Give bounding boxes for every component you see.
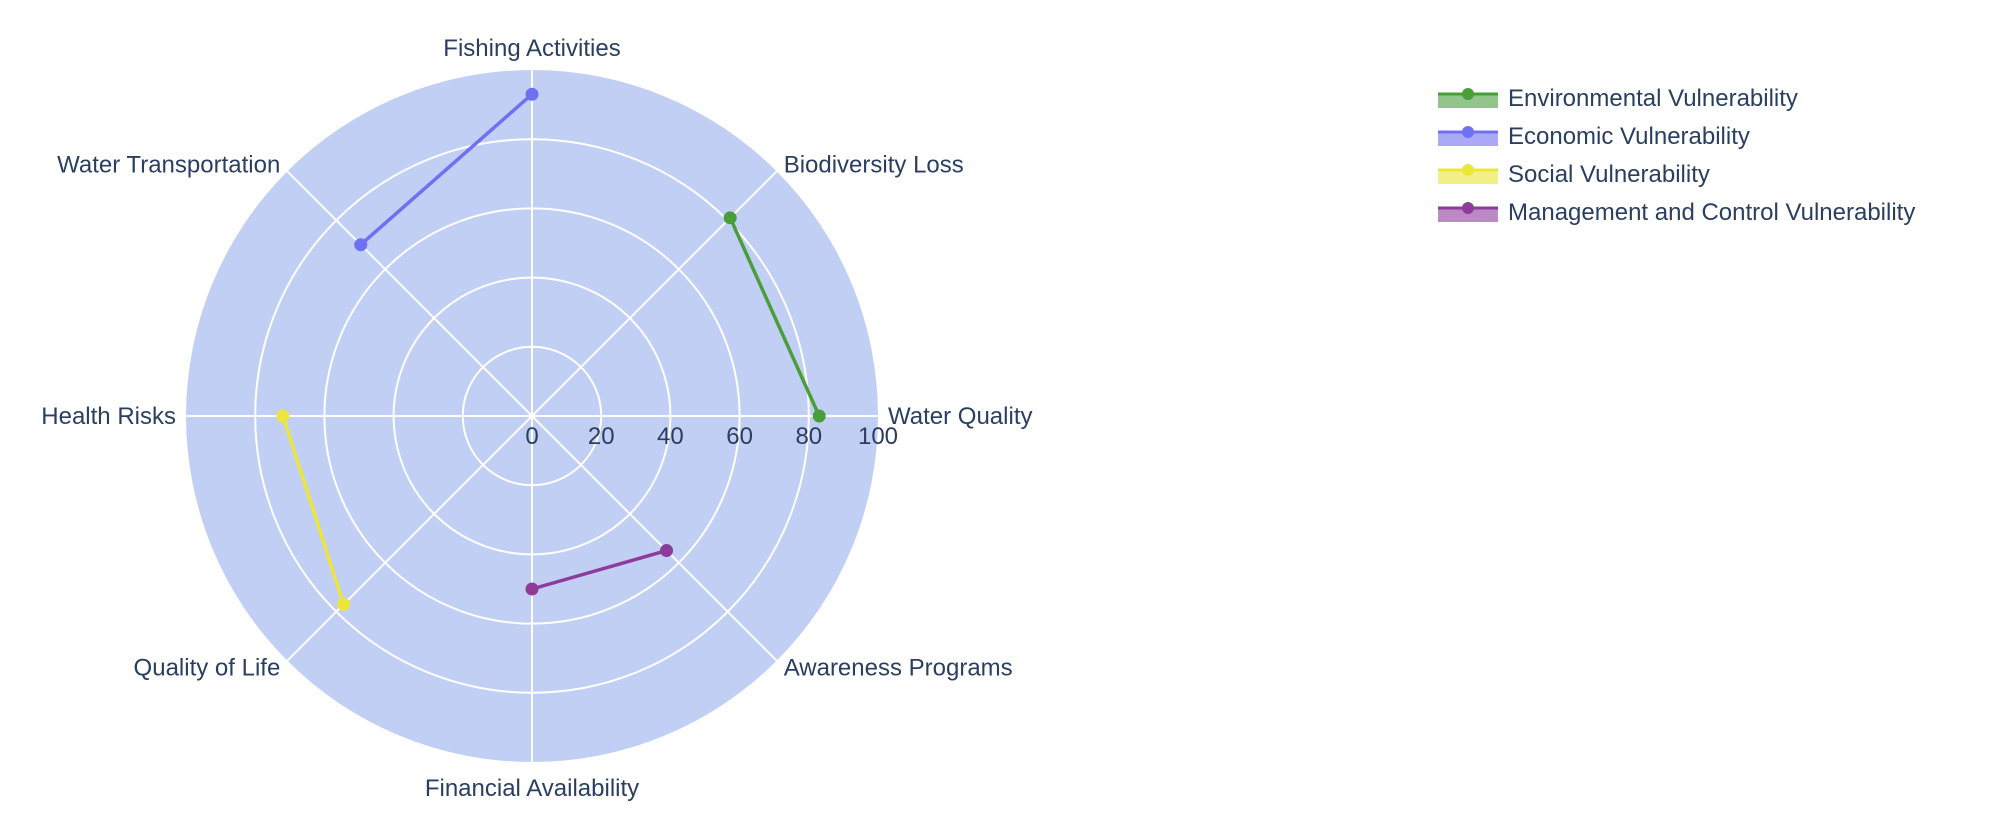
- radial-tick-0: 0: [525, 423, 538, 450]
- radial-tick-labels: 0 20 40 60 80 100: [525, 423, 898, 450]
- series-management-and-control-vulnerability: [525, 544, 674, 596]
- axis-label-financial-availability: Financial Availability: [425, 775, 639, 802]
- angular-axis-labels: Water Quality Biodiversity Loss Fishing Ac…: [41, 35, 1032, 802]
- spoke-quality-of-life: [286, 415, 533, 662]
- legend-marker-environmental-vulnerability: [1462, 88, 1474, 100]
- legend-label-economic-vulnerability: Economic Vulnerability: [1508, 123, 1750, 150]
- series-line-economic-vulnerability: [359, 92, 534, 247]
- angular-grid: [186, 70, 878, 762]
- series-line-management-and-control-vulnerability: [531, 548, 668, 591]
- legend-swatch-economic-vulnerability: [1438, 132, 1498, 146]
- legend-swatch-environmental-vulnerability: [1438, 94, 1498, 108]
- axis-label-water-transportation: Water Transportation: [57, 151, 280, 178]
- legend-item-management-and-control-vulnerability[interactable]: Management and Control Vulnerability: [1438, 199, 1915, 226]
- legend-marker-social-vulnerability: [1462, 164, 1474, 176]
- series-economic-vulnerability: [354, 87, 539, 252]
- legend-swatch-social-vulnerability: [1438, 170, 1498, 184]
- axis-label-biodiversity-loss: Biodiversity Loss: [784, 151, 964, 178]
- legend-marker-economic-vulnerability: [1462, 126, 1474, 138]
- data-point-management-and-control-vulnerability-awareness-programs[interactable]: [660, 544, 674, 558]
- axis-label-water-quality: Water Quality: [888, 403, 1032, 430]
- data-point-social-vulnerability-health-risks[interactable]: [276, 409, 290, 423]
- data-point-economic-vulnerability-fishing-activities[interactable]: [525, 87, 539, 101]
- series-layer: [276, 87, 826, 611]
- spoke-water-transportation: [286, 170, 533, 417]
- axis-label-health-risks: Health Risks: [41, 403, 176, 430]
- data-point-social-vulnerability-quality-of-life[interactable]: [337, 597, 351, 611]
- radial-tick-60: 60: [726, 423, 753, 450]
- data-point-environmental-vulnerability-water-quality[interactable]: [812, 409, 826, 423]
- legend-label-management-and-control-vulnerability: Management and Control Vulnerability: [1508, 199, 1915, 226]
- data-point-environmental-vulnerability-biodiversity-loss[interactable]: [723, 211, 737, 225]
- radial-tick-100: 100: [858, 423, 898, 450]
- legend[interactable]: Environmental Vulnerability Economic Vuln…: [1438, 85, 1915, 226]
- radial-tick-80: 80: [795, 423, 822, 450]
- axis-label-quality-of-life: Quality of Life: [134, 655, 281, 682]
- radial-tick-20: 20: [588, 423, 615, 450]
- data-point-management-and-control-vulnerability-financial-availability[interactable]: [525, 582, 539, 596]
- radial-tick-40: 40: [657, 423, 684, 450]
- axis-label-awareness-programs: Awareness Programs: [784, 655, 1013, 682]
- legend-swatch-management-and-control-vulnerability: [1438, 208, 1498, 222]
- axis-label-fishing-activities: Fishing Activities: [443, 35, 620, 62]
- spoke-awareness-programs: [531, 415, 778, 662]
- legend-label-social-vulnerability: Social Vulnerability: [1508, 161, 1710, 188]
- legend-item-economic-vulnerability[interactable]: Economic Vulnerability: [1438, 123, 1750, 150]
- spoke-biodiversity-loss: [531, 170, 778, 417]
- legend-item-social-vulnerability[interactable]: Social Vulnerability: [1438, 161, 1710, 188]
- legend-label-environmental-vulnerability: Environmental Vulnerability: [1508, 85, 1798, 112]
- series-line-social-vulnerability: [281, 415, 346, 605]
- series-line-environmental-vulnerability: [728, 217, 821, 417]
- legend-item-environmental-vulnerability[interactable]: Environmental Vulnerability: [1438, 85, 1798, 112]
- series-environmental-vulnerability: [723, 211, 826, 423]
- legend-marker-management-and-control-vulnerability: [1462, 202, 1474, 214]
- data-point-economic-vulnerability-water-transportation[interactable]: [354, 238, 368, 252]
- series-social-vulnerability: [276, 409, 351, 611]
